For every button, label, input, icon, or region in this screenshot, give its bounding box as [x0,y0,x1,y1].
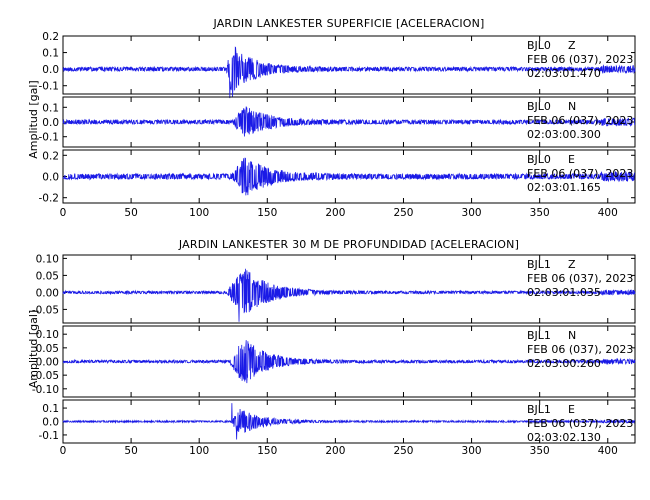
x-tick-label: 350 [530,445,550,457]
y-tick-label: 0.05 [36,270,59,282]
y-tick-label: 0.0 [42,117,59,129]
y-axis-label: Amplitud [gal] [27,80,40,158]
waveform-trace [62,403,636,440]
y-tick-label: 0.00 [36,357,59,369]
time-label: 02:03:00.260 [527,357,601,370]
date-label: FEB 06 (037), 2023 [527,343,633,356]
waveform-trace [62,46,636,99]
time-label: 02:03:02.130 [527,431,601,444]
x-tick-label: 0 [60,445,67,457]
component-label: E [568,403,575,416]
y-tick-label: 0.1 [42,403,59,415]
component-label: Z [568,258,576,271]
x-tick-label: 300 [462,445,482,457]
y-tick-label: -0.1 [39,132,60,144]
waveform-trace [62,106,636,137]
y-tick-label: 0.0 [42,417,59,429]
y-axis-label: Amplitud [gal] [27,310,40,388]
station-label: BJL1 [527,403,551,416]
component-label: E [568,153,575,166]
date-label: FEB 06 (037), 2023 [527,167,633,180]
y-tick-label: 0.0 [42,172,59,184]
x-tick-label: 300 [462,207,482,219]
y-tick-label: 0.2 [42,150,59,162]
y-tick-label: -0.2 [39,193,60,205]
y-tick-label: 0.1 [42,48,59,60]
y-tick-label: -0.05 [32,370,59,382]
component-label: Z [568,39,576,52]
x-tick-label: 400 [598,445,618,457]
chart-title: JARDIN LANKESTER 30 M DE PROFUNDIDAD [AC… [178,238,519,251]
waveform-trace [62,340,636,384]
station-label: BJL1 [527,258,551,271]
date-label: FEB 06 (037), 2023 [527,272,633,285]
x-tick-label: 100 [189,445,209,457]
x-tick-label: 150 [257,207,277,219]
date-label: FEB 06 (037), 2023 [527,417,633,430]
y-tick-label: -0.10 [32,384,59,396]
y-tick-label: 0.00 [36,287,59,299]
waveform-trace [62,157,636,196]
panel-frame [62,35,636,95]
station-label: BJL1 [527,329,551,342]
x-tick-label: 100 [189,207,209,219]
waveform-trace [62,268,636,322]
y-tick-label: 0.10 [36,329,59,341]
y-tick-label: 0.1 [42,102,59,114]
x-tick-label: 400 [598,207,618,219]
component-label: N [568,100,576,113]
time-label: 02:03:00.300 [527,128,601,141]
x-tick-label: 50 [124,207,137,219]
x-tick-label: 150 [257,445,277,457]
component-label: N [568,329,576,342]
time-label: 02:03:01.165 [527,181,601,194]
y-tick-label: 0.2 [42,31,59,43]
x-tick-label: 200 [325,207,345,219]
station-label: BJL0 [527,153,551,166]
date-label: FEB 06 (037), 2023 [527,53,633,66]
x-tick-label: 350 [530,207,550,219]
x-tick-label: 0 [60,207,67,219]
station-label: BJL0 [527,39,551,52]
y-tick-label: 0.05 [36,343,59,355]
time-label: 02:03:01.470 [527,67,601,80]
x-tick-label: 250 [393,207,413,219]
x-tick-label: 50 [124,445,137,457]
y-tick-label: -0.05 [32,304,59,316]
x-tick-label: 200 [325,445,345,457]
y-tick-label: 0.10 [36,253,59,265]
panel-frame [62,254,636,324]
time-label: 02:03:01.035 [527,286,601,299]
station-label: BJL0 [527,100,551,113]
date-label: FEB 06 (037), 2023 [527,114,633,127]
y-tick-label: -0.1 [39,430,60,442]
y-tick-label: 0.0 [42,64,59,76]
x-tick-label: 250 [393,445,413,457]
y-tick-label: -0.1 [39,81,60,93]
chart-title: JARDIN LANKESTER SUPERFICIE [ACELERACION… [212,17,484,30]
